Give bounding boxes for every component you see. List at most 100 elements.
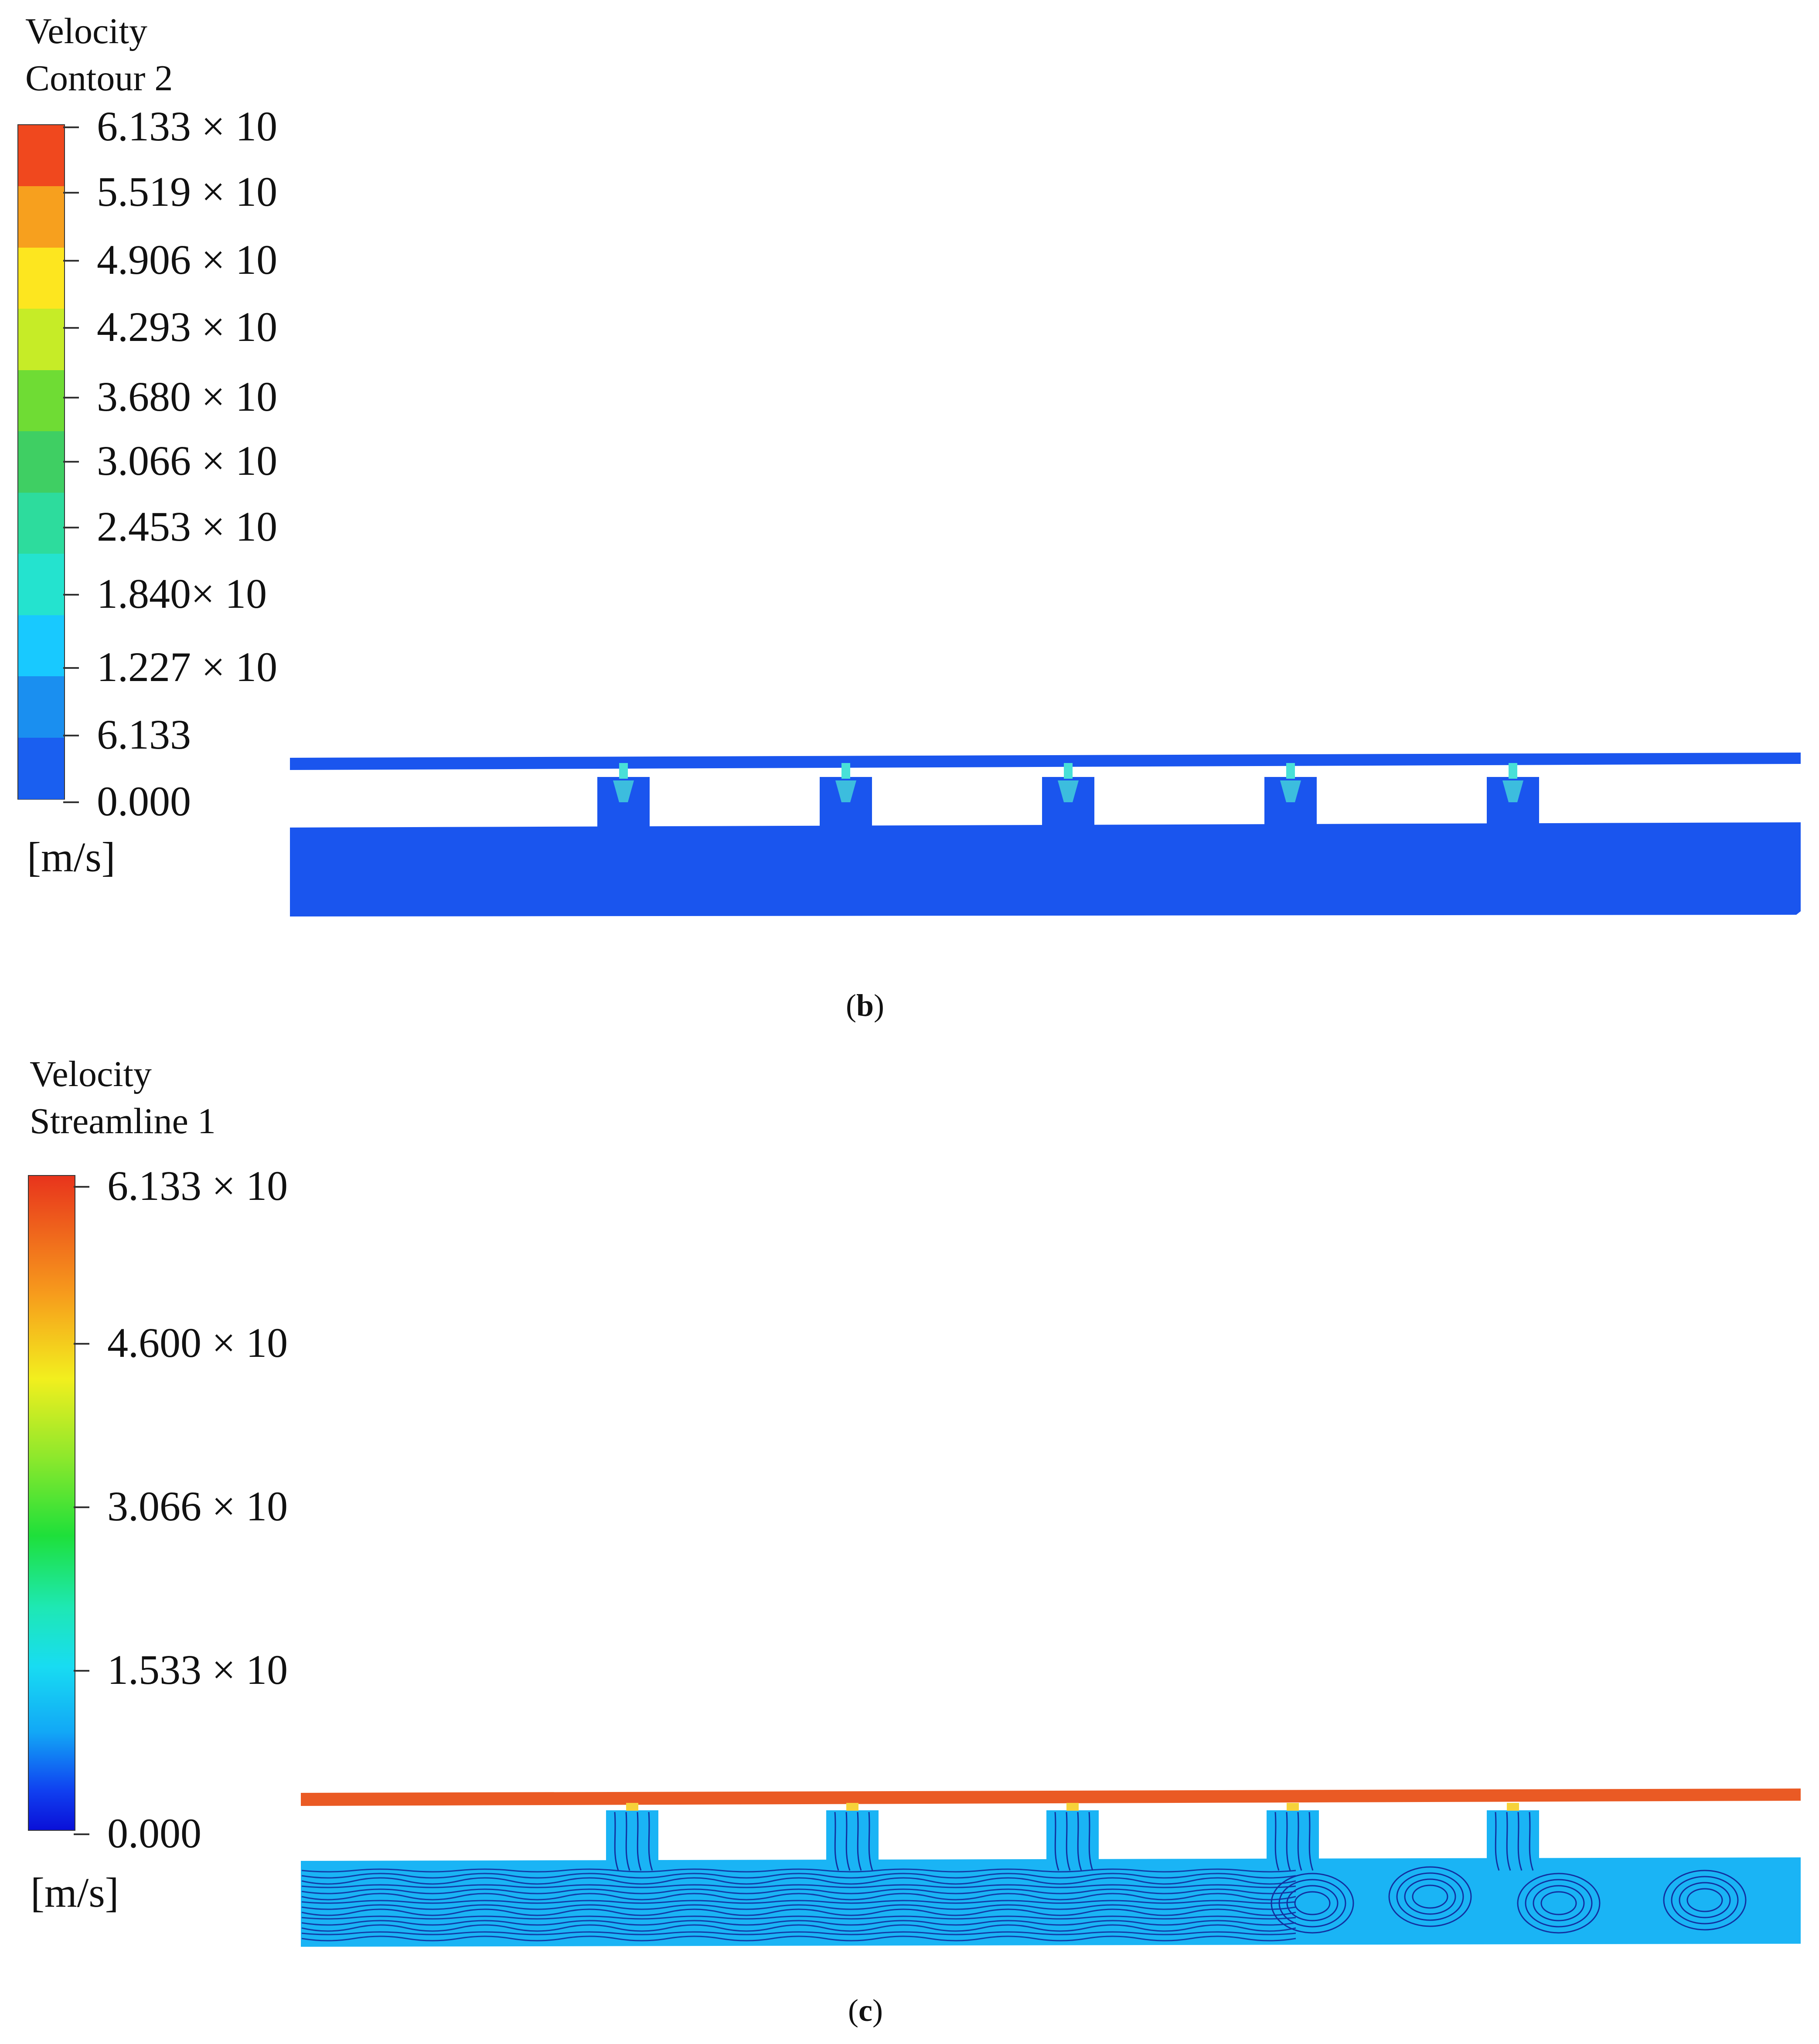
branch-streamline — [1066, 1812, 1071, 1871]
panel-c-velocity-streamline: Velocity Streamline 1 6.133 × 10 4.600 × … — [0, 1042, 1819, 2044]
branch-streamline — [857, 1812, 862, 1871]
nozzle-jet — [1064, 763, 1073, 779]
colorbar-tick — [63, 126, 79, 128]
colorbar-tick — [63, 192, 79, 194]
vortex-streamline — [1388, 1866, 1472, 1927]
colorbar-tick-label: 6.133 — [97, 711, 191, 758]
streamline — [301, 1904, 1296, 1910]
colorbar-tick — [63, 527, 79, 528]
colorbar-tick-label: 4.293 × 10 — [97, 303, 278, 350]
streamline — [301, 1924, 1296, 1932]
branch-streamline — [1274, 1812, 1280, 1871]
jet-plume — [1502, 780, 1523, 802]
colorbar-tick-label: 6.133 × 10 — [107, 1162, 288, 1209]
streamline — [301, 1884, 1296, 1888]
colorbar-tick-label: 4.906 × 10 — [97, 236, 278, 283]
vortex-streamline — [1540, 1891, 1577, 1915]
nozzle-jet — [841, 763, 850, 779]
panel-b-velocity-contour: Velocity Contour 2 6.133 × 10 5.519 × 10 4… — [17, 8, 1801, 1023]
branch-streamline — [1308, 1812, 1314, 1871]
branch-outlet — [1267, 1810, 1319, 1862]
legend-title-line2: Streamline 1 — [30, 1101, 216, 1141]
vortex-streamline — [1517, 1873, 1601, 1934]
streamline — [301, 1877, 1296, 1885]
colorbar-tick — [74, 1670, 89, 1672]
jet-plume — [1058, 780, 1079, 802]
colorbar-tick-label: 4.600 × 10 — [107, 1319, 288, 1366]
streamline — [301, 1888, 1296, 1894]
colorbar-band — [18, 186, 64, 248]
colorbar-tick — [74, 1186, 89, 1188]
colorbar-tick — [63, 594, 79, 596]
caption-letter: b — [856, 988, 874, 1023]
colorbar-tick-label: 1.533 × 10 — [107, 1646, 288, 1693]
colorbar — [17, 124, 65, 800]
nozzle-jet — [626, 1803, 638, 1811]
colorbar-band — [18, 370, 64, 432]
branch-outlet — [1046, 1810, 1099, 1862]
nozzle-jet — [1066, 1803, 1079, 1811]
colorbar-tick-label: 0.000 — [107, 1810, 201, 1857]
vortex-streamline — [1412, 1884, 1448, 1909]
vortex-streamline — [1286, 1885, 1339, 1921]
nozzle-jet — [619, 763, 628, 779]
channel — [290, 822, 1801, 916]
legend-title: Velocity Contour 2 — [25, 8, 173, 102]
velocity-contour-plot — [290, 753, 1801, 916]
vortex-streamline — [1533, 1885, 1585, 1921]
nozzle-jet — [846, 1803, 858, 1811]
colorbar-tick — [63, 260, 79, 262]
vortex-streamline — [1396, 1872, 1464, 1921]
nozzle-jet — [1286, 763, 1295, 779]
branch-streamline — [1529, 1812, 1534, 1871]
branch-streamline — [1054, 1812, 1059, 1871]
branch-streamline — [1077, 1812, 1082, 1871]
streamline — [301, 1900, 1296, 1904]
nozzle-jet — [1507, 1803, 1519, 1811]
branch-streamline — [625, 1812, 630, 1871]
streamline — [301, 1868, 1296, 1873]
colorbar-tick — [63, 735, 79, 736]
colorbar-band — [18, 309, 64, 371]
streamline — [301, 1908, 1296, 1916]
jet-plume — [835, 780, 856, 802]
colorbar-tick — [74, 1833, 89, 1835]
branch-streamline — [868, 1812, 873, 1871]
vortex-streamline — [1278, 1879, 1346, 1928]
branch-streamline — [648, 1812, 653, 1871]
colorbar-band — [18, 676, 64, 738]
nozzle-jet — [1287, 1803, 1299, 1811]
legend-title-line1: Velocity — [30, 1054, 152, 1094]
streamline — [301, 1915, 1296, 1920]
colorbar-tick-label: 6.133 × 10 — [97, 103, 278, 150]
branch-streamline — [1495, 1812, 1500, 1871]
branch-streamline — [1517, 1812, 1523, 1871]
caption: (b) — [846, 988, 885, 1023]
supply-pipe — [290, 753, 1801, 770]
branch-outlet — [1487, 1810, 1539, 1862]
colorbar-band — [18, 554, 64, 616]
streamline — [301, 1920, 1296, 1926]
colorbar-band — [18, 615, 64, 677]
branch-outlet — [606, 1810, 658, 1862]
colorbar-tick-label: 2.453 × 10 — [97, 503, 278, 550]
unit-label: [m/s] — [27, 834, 116, 880]
vortex-streamline — [1686, 1888, 1723, 1912]
colorbar-tick-label: 1.227 × 10 — [97, 644, 278, 690]
colorbar-tick-label: 3.066 × 10 — [107, 1483, 288, 1530]
unit-label: [m/s] — [31, 1869, 119, 1916]
branch-streamline — [1286, 1812, 1291, 1871]
branch-streamline — [614, 1812, 619, 1871]
vortex-streamline — [1679, 1882, 1731, 1918]
colorbar-gradient — [28, 1175, 75, 1831]
colorbar-tick — [74, 1343, 89, 1345]
branch-streamline — [1088, 1812, 1093, 1871]
colorbar-band — [18, 431, 64, 493]
vortex-streamline — [1663, 1870, 1747, 1931]
caption: (c) — [848, 1993, 883, 2028]
colorbar-band — [18, 125, 64, 187]
colorbar-tick — [63, 461, 79, 463]
colorbar-tick — [63, 801, 79, 803]
vortex-streamline — [1525, 1879, 1593, 1928]
colorbar-band — [18, 737, 64, 799]
